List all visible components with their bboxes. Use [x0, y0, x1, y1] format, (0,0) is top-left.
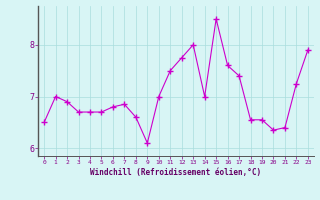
X-axis label: Windchill (Refroidissement éolien,°C): Windchill (Refroidissement éolien,°C): [91, 168, 261, 177]
